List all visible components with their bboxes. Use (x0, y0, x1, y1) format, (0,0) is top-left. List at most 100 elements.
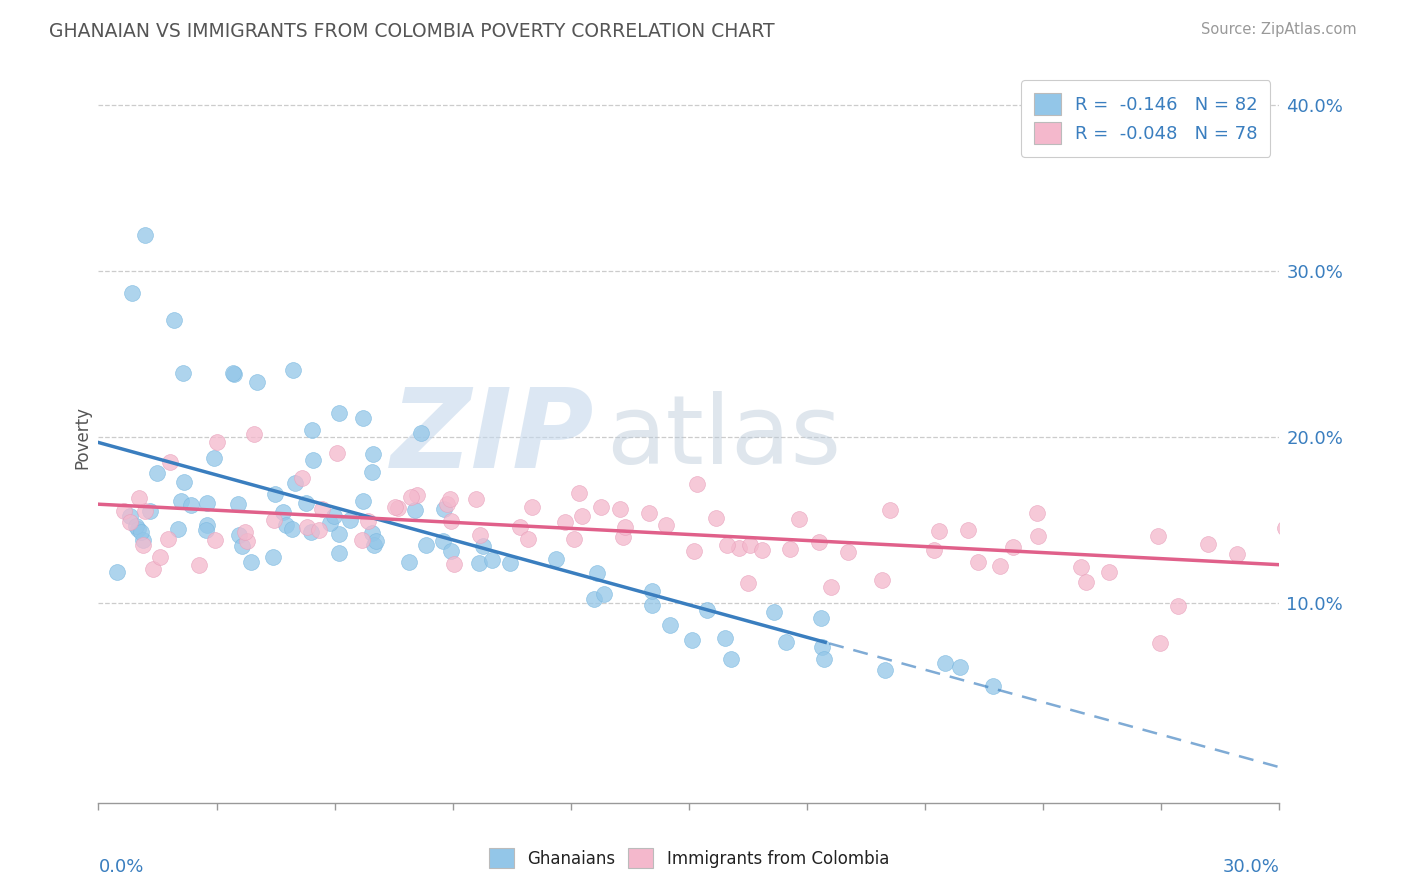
Point (641, 599, 664, 613)
Text: atlas: atlas (606, 391, 841, 483)
Point (499, 556, 522, 570)
Point (481, 553, 503, 567)
Point (586, 566, 609, 580)
Point (170, 494, 193, 508)
Point (162, 313, 184, 327)
Point (384, 500, 406, 515)
Point (299, 524, 322, 539)
Point (789, 512, 811, 526)
Point (873, 663, 896, 677)
Point (1074, 575, 1097, 590)
Point (404, 503, 426, 517)
Point (129, 524, 152, 539)
Point (295, 495, 318, 509)
Point (156, 532, 179, 546)
Point (775, 635, 797, 649)
Point (325, 446, 347, 460)
Point (562, 532, 585, 546)
Point (436, 497, 458, 511)
Point (240, 555, 263, 569)
Point (1146, 529, 1168, 543)
Point (1026, 529, 1049, 543)
Point (301, 423, 323, 437)
Text: GHANAIAN VS IMMIGRANTS FROM COLOMBIA POVERTY CORRELATION CHART: GHANAIAN VS IMMIGRANTS FROM COLOMBIA POV… (49, 22, 775, 41)
Point (360, 465, 382, 479)
Point (554, 516, 576, 530)
Point (609, 502, 631, 516)
Point (1070, 560, 1092, 574)
Point (172, 366, 194, 380)
Point (205, 434, 228, 449)
Point (1097, 565, 1119, 579)
Point (813, 652, 835, 666)
Point (1197, 536, 1219, 550)
Point (141, 561, 163, 575)
Point (472, 539, 495, 553)
Point (112, 504, 135, 518)
Point (339, 513, 361, 527)
Point (105, 565, 128, 579)
Point (983, 679, 1005, 693)
Point (751, 543, 773, 558)
Point (173, 475, 195, 489)
Point (614, 520, 637, 534)
Point (591, 500, 613, 514)
Point (242, 426, 264, 441)
Point (409, 426, 432, 441)
Point (231, 539, 253, 553)
Point (284, 476, 307, 491)
Point (195, 518, 218, 533)
Point (363, 538, 385, 552)
Point (274, 518, 297, 533)
Point (415, 538, 437, 552)
Point (357, 514, 380, 528)
Point (236, 534, 259, 549)
Point (713, 632, 735, 646)
Point (271, 505, 294, 519)
Point (134, 504, 156, 518)
Point (439, 544, 461, 558)
Point (134, 227, 156, 242)
Point (433, 501, 456, 516)
Point (582, 592, 605, 607)
Point (443, 557, 465, 571)
Point (737, 575, 759, 590)
Point (641, 583, 664, 598)
Point (439, 514, 461, 528)
Point (720, 652, 742, 666)
Point (146, 466, 169, 480)
Point (311, 502, 333, 516)
Point (121, 286, 143, 301)
Point (762, 606, 785, 620)
Point (180, 498, 202, 512)
Point (520, 500, 543, 514)
Text: ZIP: ZIP (391, 384, 595, 491)
Point (202, 451, 225, 466)
Point (807, 534, 830, 549)
Point (302, 452, 325, 467)
Point (967, 555, 990, 569)
Point (612, 530, 634, 544)
Point (264, 487, 287, 501)
Point (322, 508, 344, 523)
Point (928, 524, 950, 538)
Point (837, 545, 859, 559)
Point (988, 558, 1011, 573)
Point (352, 493, 374, 508)
Point (352, 533, 374, 547)
Text: 0.0%: 0.0% (98, 858, 143, 876)
Point (131, 533, 153, 548)
Point (1002, 540, 1025, 554)
Point (224, 368, 246, 382)
Point (328, 546, 350, 560)
Point (166, 522, 188, 536)
Point (738, 538, 761, 552)
Point (728, 541, 751, 556)
Point (159, 455, 181, 469)
Point (468, 556, 491, 570)
Point (464, 492, 486, 507)
Point (194, 523, 217, 537)
Point (387, 500, 409, 515)
Point (924, 542, 946, 557)
Point (571, 508, 593, 523)
